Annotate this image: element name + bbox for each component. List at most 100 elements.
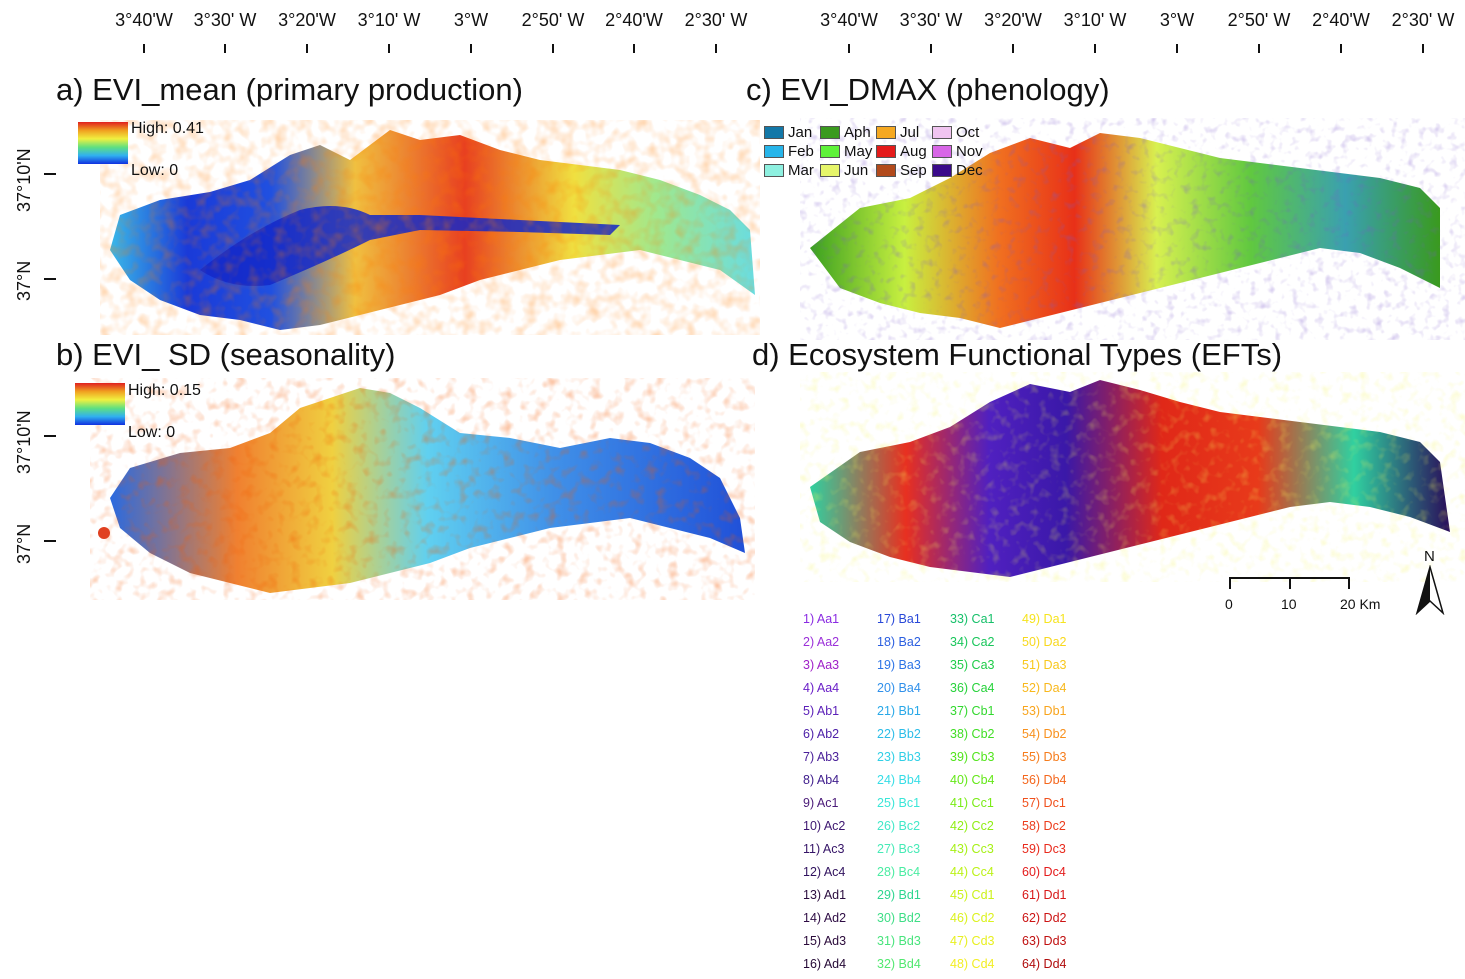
map-efts: [810, 380, 1450, 577]
lon-right-label: 3°20'W: [984, 10, 1042, 30]
north-label: N: [1424, 548, 1435, 565]
legend-swatch: [820, 145, 840, 158]
legend-low-b: Low: 0: [128, 424, 176, 441]
eft-item: 37) Cb1: [950, 704, 995, 718]
lon-left-label: 3°20'W: [278, 10, 336, 30]
eft-item: 9) Ac1: [803, 796, 839, 810]
lat-tick-a-1: [44, 173, 56, 175]
scale-label-10: 10: [1281, 596, 1297, 612]
eft-item: 21) Bb1: [877, 704, 921, 718]
eft-item: 17) Ba1: [877, 612, 921, 626]
eft-item: 32) Bd4: [877, 957, 921, 971]
legend-swatch: [876, 145, 896, 158]
legend-swatch: [764, 164, 784, 177]
eft-item: 5) Ab1: [803, 704, 840, 718]
eft-item: 7) Ab3: [803, 750, 840, 764]
legend-month-label: Sep: [900, 162, 927, 179]
legend-gradient-a: [78, 122, 128, 164]
eft-item: 10) Ac2: [803, 819, 846, 833]
eft-item: 59) Dc3: [1022, 842, 1066, 856]
panel-d-title: d) Ecosystem Functional Types (EFTs): [752, 337, 1283, 372]
map-evi-mean: [110, 130, 755, 330]
legend-month-item: Mar: [764, 162, 814, 179]
eft-item: 42) Cc2: [950, 819, 994, 833]
scale-label-0: 0: [1225, 596, 1233, 612]
eft-item: 58) Dc2: [1022, 819, 1066, 833]
eft-item: 39) Cb3: [950, 750, 995, 764]
eft-item: 35) Ca3: [950, 658, 995, 672]
lon-left-tick: [715, 44, 717, 53]
eft-item: 50) Da2: [1022, 635, 1067, 649]
lon-left-tick: [633, 44, 635, 53]
legend-month-label: Aph: [844, 124, 871, 141]
legend-month-item: Jul: [876, 124, 919, 141]
lon-left-tick: [388, 44, 390, 53]
eft-item: 2) Aa2: [803, 635, 840, 649]
eft-item: 61) Dd1: [1022, 888, 1067, 902]
eft-item: 4) Aa4: [803, 681, 840, 695]
eft-item: 38) Cb2: [950, 727, 995, 741]
eft-item: 12) Ac4: [803, 865, 846, 879]
eft-item: 1) Aa1: [803, 612, 840, 626]
eft-column: 17) Ba1 18) Ba2 19) Ba3 20) Ba4 21) Bb1 22) B…: [877, 611, 921, 979]
eft-item: 53) Db1: [1022, 704, 1067, 718]
lat-tick-a-2: [44, 278, 56, 280]
eft-item: 44) Cc4: [950, 865, 994, 879]
eft-item: 28) Bc4: [877, 865, 921, 879]
legend-month-item: Sep: [876, 162, 927, 179]
lon-left-label: 3°40'W: [115, 10, 173, 30]
legend-high-a: High: 0.41: [131, 120, 204, 137]
legend-month-label: Feb: [788, 143, 814, 160]
lon-right-tick: [1422, 44, 1424, 53]
lat-tick-b-1: [44, 435, 56, 437]
legend-month-item: May: [820, 143, 872, 160]
lon-left-label: 2°50' W: [521, 10, 585, 30]
north-arrow-icon: [1415, 565, 1445, 615]
eft-item: 23) Bb3: [877, 750, 921, 764]
lon-right-label: 3°30' W: [899, 10, 963, 30]
lon-right-tick: [1012, 44, 1014, 53]
lat-label-b-2: 37°N: [14, 523, 34, 564]
eft-item: 20) Ba4: [877, 681, 921, 695]
legend-month-label: Jun: [844, 162, 869, 179]
legend-swatch: [820, 164, 840, 177]
eft-item: 16) Ad4: [803, 957, 847, 971]
legend-month-item: Aug: [876, 143, 927, 160]
eft-item: 14) Ad2: [803, 911, 847, 925]
lat-label-b-1: 37°10'N: [14, 410, 34, 474]
eft-item: 40) Cb4: [950, 773, 995, 787]
legend-swatch: [876, 164, 896, 177]
legend-month-item: Dec: [932, 162, 983, 179]
scale-bar: [1229, 577, 1350, 589]
eft-item: 29) Bd1: [877, 888, 921, 902]
scale-label-20: 20 Km: [1340, 596, 1381, 612]
eft-item: 60) Dc4: [1022, 865, 1066, 879]
legend-swatch: [932, 164, 952, 177]
legend-swatch: [764, 145, 784, 158]
lon-left-tick: [143, 44, 145, 53]
lon-left-label: 3°W: [453, 10, 489, 30]
eft-item: 62) Dd2: [1022, 911, 1067, 925]
map-evi-sd: [98, 388, 745, 593]
lon-left-tick: [306, 44, 308, 53]
eft-item: 26) Bc2: [877, 819, 921, 833]
eft-item: 31) Bd3: [877, 934, 921, 948]
eft-item: 36) Ca4: [950, 681, 995, 695]
lon-left-label: 2°30' W: [684, 10, 748, 30]
eft-item: 3) Aa3: [803, 658, 840, 672]
eft-item: 11) Ac3: [803, 842, 845, 856]
eft-column: 33) Ca1 34) Ca2 35) Ca3 36) Ca4 37) Cb1 38) C…: [950, 611, 994, 979]
eft-item: 18) Ba2: [877, 635, 921, 649]
legend-month-item: Aph: [820, 124, 871, 141]
lon-right-label: 2°50' W: [1227, 10, 1291, 30]
eft-item: 24) Bb4: [877, 773, 921, 787]
legend-month-label: May: [844, 143, 873, 160]
legend-month-item: Jan: [764, 124, 812, 141]
eft-item: 52) Da4: [1022, 681, 1067, 695]
map-evi-dmax: [810, 133, 1440, 328]
legend-high-b: High: 0.15: [128, 382, 201, 399]
lon-right-tick: [848, 44, 850, 53]
lon-left-tick: [470, 44, 472, 53]
legend-month-label: Nov: [956, 143, 983, 160]
eft-item: 64) Dd4: [1022, 957, 1067, 971]
